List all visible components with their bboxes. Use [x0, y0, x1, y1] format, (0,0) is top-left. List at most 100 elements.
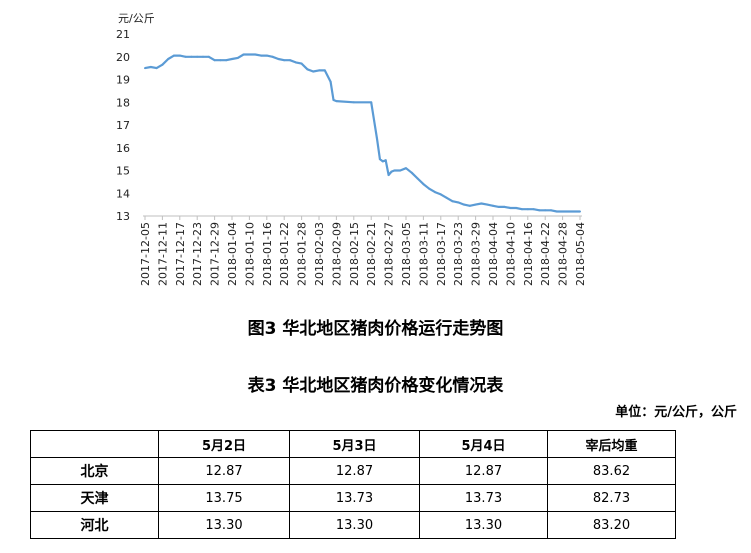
data-point — [332, 99, 335, 101]
table-cell: 12.87 — [419, 457, 548, 485]
data-point — [439, 193, 442, 196]
data-point — [225, 59, 228, 62]
data-point — [271, 55, 274, 58]
data-point — [480, 202, 483, 205]
data-point — [526, 208, 529, 211]
data-point — [555, 210, 558, 213]
price-table: 5月2日 5月3日 5月4日 宰后均重 北京 12.87 12.87 12.87… — [30, 430, 676, 539]
table-cell: 12.87 — [289, 457, 420, 485]
data-point — [184, 55, 187, 58]
data-point — [260, 54, 262, 57]
table-header-row: 5月2日 5月3日 5月4日 宰后均重 — [30, 430, 676, 458]
data-point — [196, 55, 199, 58]
y-tick-label: 19 — [116, 74, 130, 87]
data-point — [416, 177, 419, 180]
x-tick-label: 2018-03-29 — [470, 222, 483, 286]
data-point — [294, 61, 297, 64]
data-point — [306, 68, 309, 71]
row-region: 北京 — [30, 457, 159, 485]
data-point — [167, 58, 170, 60]
data-point — [509, 207, 512, 209]
row-region: 天津 — [30, 484, 159, 512]
data-point — [521, 208, 523, 211]
x-tick-label: 2018-03-17 — [435, 222, 448, 286]
x-tick-label: 2018-04-10 — [504, 222, 517, 286]
x-tick-label: 2018-03-05 — [400, 222, 413, 286]
data-point — [231, 58, 233, 60]
data-point — [428, 187, 431, 190]
x-tick-label: 2018-01-28 — [296, 222, 309, 286]
data-point — [492, 204, 494, 207]
x-tick-label: 2017-12-05 — [139, 222, 152, 286]
data-point — [387, 174, 390, 176]
x-tick-label: 2018-04-04 — [487, 222, 500, 286]
data-point — [561, 210, 564, 213]
data-point — [399, 169, 402, 172]
data-point — [283, 59, 286, 62]
data-point — [503, 205, 506, 208]
y-tick-labels: 13 14 15 16 17 18 19 20 21 — [116, 28, 130, 223]
y-tick-label: 14 — [116, 187, 130, 200]
table-cell: 13.73 — [419, 484, 548, 512]
data-point — [410, 171, 413, 174]
data-point — [463, 203, 465, 206]
table-cell: 83.20 — [547, 511, 676, 539]
data-point — [468, 204, 471, 207]
data-point — [515, 207, 518, 209]
data-point — [434, 191, 436, 194]
data-point — [335, 100, 338, 103]
data-point — [376, 137, 378, 140]
data-point — [579, 210, 581, 213]
x-tick-label: 2018-03-11 — [417, 222, 430, 286]
data-point — [312, 70, 315, 73]
table-cell: 13.30 — [289, 511, 420, 539]
data-point — [213, 59, 216, 62]
row-region: 河北 — [30, 511, 159, 539]
table-row: 河北 13.30 13.30 13.30 83.20 — [30, 511, 676, 539]
x-tick-label: 2018-01-04 — [226, 222, 239, 286]
x-tick-label: 2018-05-04 — [574, 222, 587, 286]
x-tick-label: 2017-12-11 — [156, 222, 169, 286]
data-point — [538, 209, 541, 212]
data-point — [265, 54, 268, 57]
table-row: 北京 12.87 12.87 12.87 83.62 — [30, 457, 676, 485]
data-point — [445, 196, 448, 199]
table-title: 表3 华北地区猪肉价格变化情况表 — [247, 376, 504, 396]
table-cell: 12.87 — [158, 457, 290, 485]
header-cell-empty — [30, 430, 159, 458]
table-cell: 13.73 — [289, 484, 420, 512]
table-cell: 83.62 — [547, 457, 676, 485]
data-point — [144, 67, 146, 70]
table-row: 天津 13.75 13.73 13.73 82.73 — [30, 484, 676, 512]
data-point — [486, 203, 489, 206]
x-tick-label: 2017-12-17 — [174, 222, 187, 286]
data-point — [155, 67, 158, 70]
x-tick-label: 2018-04-28 — [557, 222, 570, 286]
x-tick-labels: 2017-12-05 2017-12-11 2017-12-17 2017-12-23… — [139, 216, 587, 286]
data-point — [161, 63, 164, 66]
x-tick-label: 2018-02-15 — [348, 222, 361, 286]
y-tick-label: 13 — [116, 210, 130, 223]
data-point — [381, 160, 384, 163]
data-point — [178, 54, 181, 57]
price-series-line — [144, 53, 580, 213]
table-cell: 13.75 — [158, 484, 290, 512]
y-tick-label: 21 — [116, 28, 130, 41]
x-tick-label: 2018-01-16 — [261, 222, 274, 286]
data-point — [323, 69, 326, 72]
data-point — [573, 210, 576, 213]
table-cell: 13.30 — [158, 511, 290, 539]
y-axis-unit-label: 元/公斤 — [118, 12, 155, 25]
data-point — [393, 169, 396, 172]
header-cell-weight: 宰后均重 — [547, 430, 676, 458]
data-point — [277, 58, 280, 60]
chart-title: 图3 华北地区猪肉价格运行走势图 — [247, 319, 504, 339]
x-tick-label: 2018-03-23 — [452, 222, 465, 286]
x-tick-label: 2018-04-22 — [539, 222, 552, 286]
data-point — [474, 203, 477, 206]
table-cell: 82.73 — [547, 484, 676, 512]
data-point — [300, 62, 303, 65]
y-tick-label: 15 — [116, 165, 130, 178]
x-tick-label: 2018-01-22 — [278, 222, 291, 286]
